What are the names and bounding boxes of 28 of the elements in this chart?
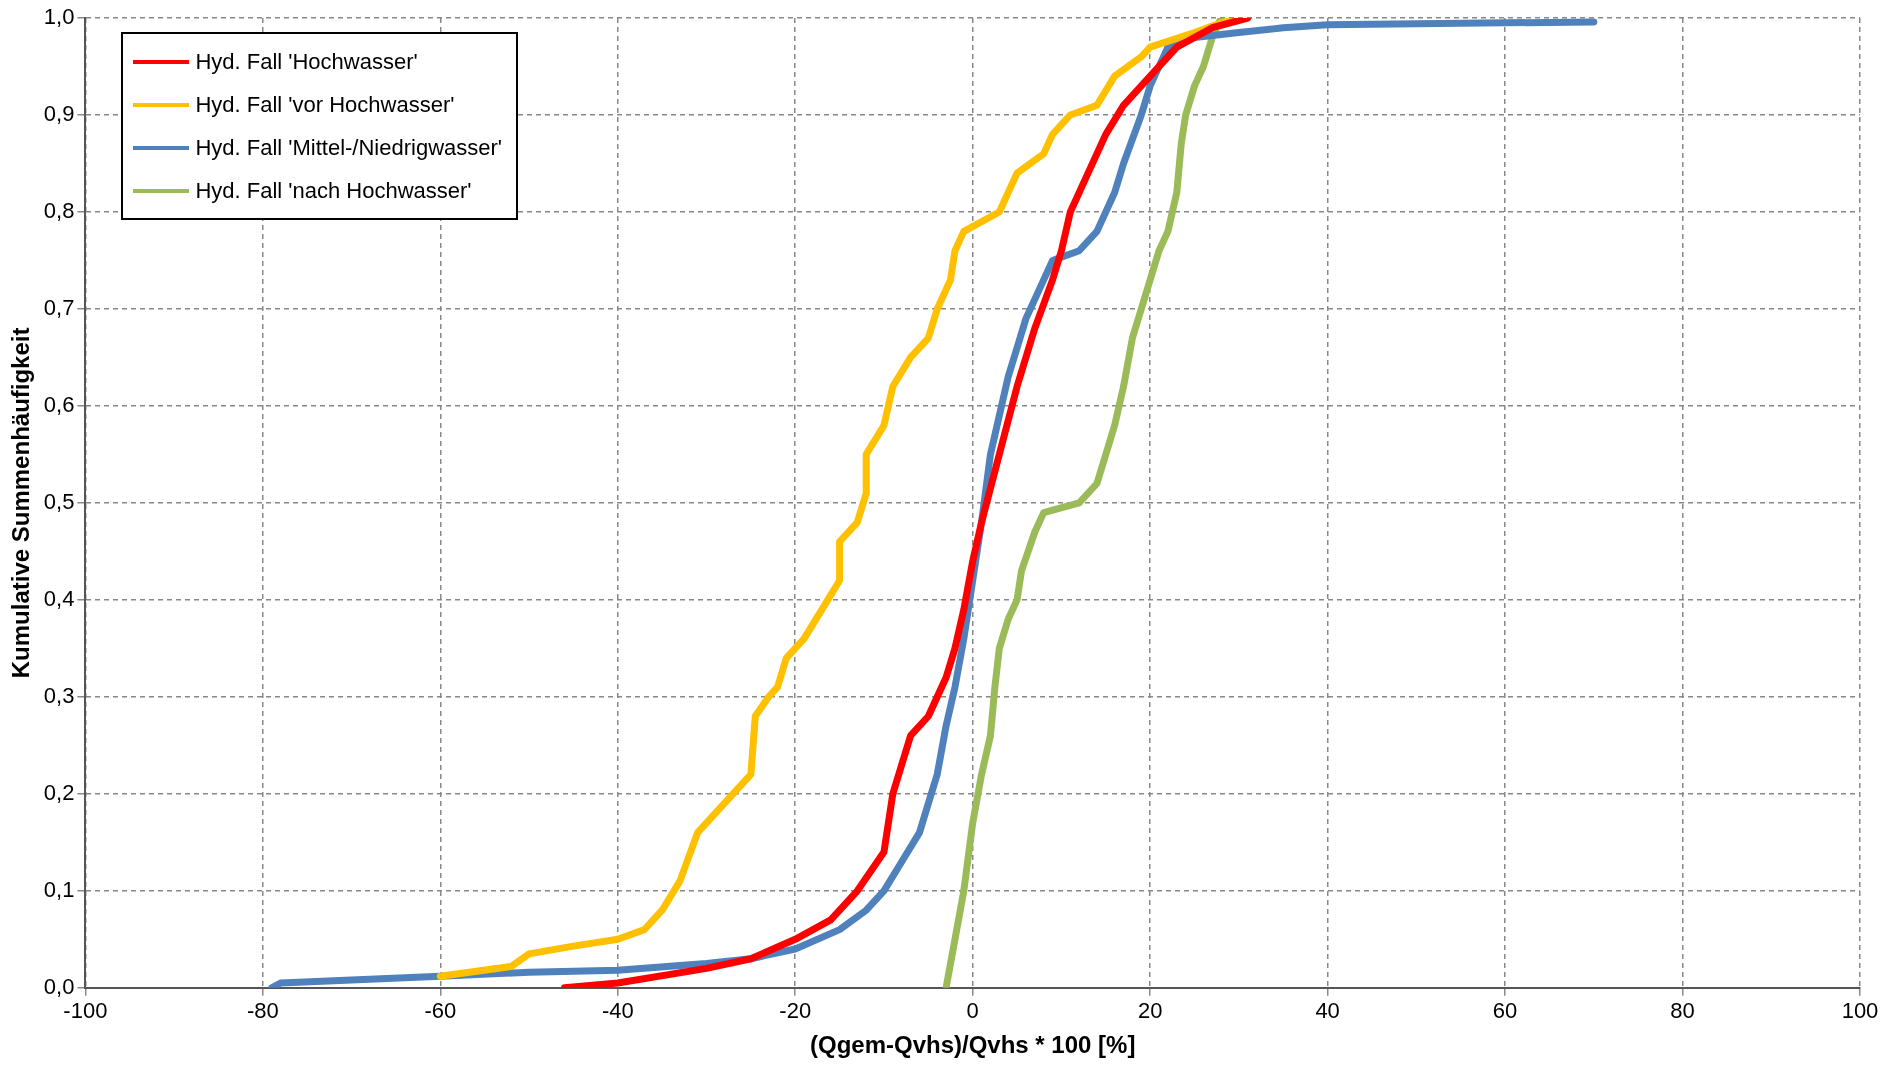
y-tick-label: 0,9 xyxy=(43,101,75,127)
y-tick-label: 0,8 xyxy=(43,198,75,224)
y-tick-label: 0,7 xyxy=(43,295,75,320)
y-tick-label: 0,4 xyxy=(43,585,75,611)
y-tick-label: 0,6 xyxy=(43,391,75,417)
x-tick-label: 0 xyxy=(966,998,979,1024)
y-tick-label: 0,1 xyxy=(43,876,75,902)
y-tick-label: 0,2 xyxy=(43,779,75,805)
y-tick-label: 1,0 xyxy=(43,4,75,30)
y-tick-label: 0,5 xyxy=(43,488,75,514)
x-tick-label: 40 xyxy=(1315,998,1340,1024)
y-axis-title: Kumulative Summenhäufigkeit xyxy=(7,327,35,679)
y-tick-label: 0,0 xyxy=(43,973,75,999)
x-axis-title: (Qgem-Qvhs)/Qvhs * 100 [%] xyxy=(809,1031,1136,1059)
legend-label: Hyd. Fall 'nach Hochwasser' xyxy=(195,177,472,204)
legend-label: Hyd. Fall 'Mittel-/Niedrigwasser' xyxy=(195,134,503,161)
x-tick-label: -100 xyxy=(63,998,108,1024)
x-tick-label: 20 xyxy=(1137,998,1163,1024)
x-tick-label: -20 xyxy=(779,998,812,1024)
x-tick-label: 100 xyxy=(1841,998,1879,1024)
x-tick-label: -40 xyxy=(601,998,634,1024)
x-tick-label: 80 xyxy=(1670,998,1695,1024)
x-tick-label: -80 xyxy=(246,998,279,1024)
x-tick-label: -60 xyxy=(424,998,457,1024)
y-tick-label: 0,3 xyxy=(43,682,75,708)
x-tick-label: 60 xyxy=(1492,998,1518,1024)
legend-label: Hyd. Fall 'vor Hochwasser' xyxy=(195,91,455,118)
legend-label: Hyd. Fall 'Hochwasser' xyxy=(195,48,418,75)
